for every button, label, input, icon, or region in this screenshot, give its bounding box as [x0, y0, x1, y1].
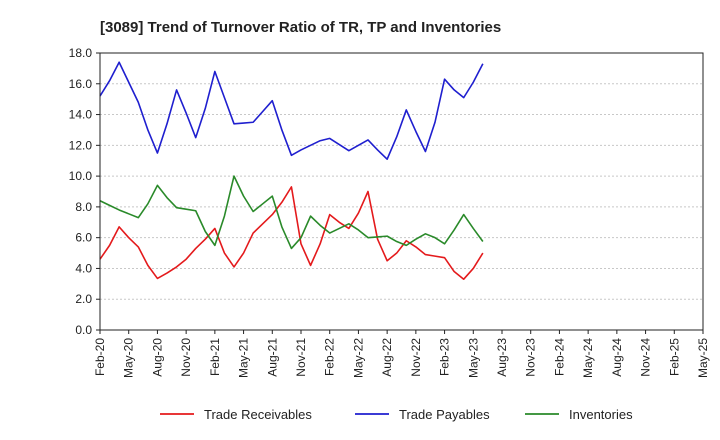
series-line-trade-receivables: [99, 186, 484, 281]
y-tick-label: 2.0: [75, 292, 92, 306]
y-tick-label: 14.0: [69, 108, 93, 122]
x-tick-label: Nov-22: [409, 338, 423, 377]
legend-label-trade-receivables: Trade Receivables: [204, 407, 312, 422]
y-tick-label: 16.0: [69, 77, 93, 91]
x-tick-label: Feb-20: [93, 338, 107, 376]
y-tick-label: 6.0: [75, 231, 92, 245]
x-tick-label: May-22: [351, 338, 365, 378]
y-axis-tick-labels: 0.0 2.0 4.0 6.0 8.0 10.0 12.0 14.0 16.0 18.0: [69, 46, 100, 337]
y-tick-label: 8.0: [75, 200, 92, 214]
x-tick-label: Nov-23: [524, 338, 538, 377]
x-tick-label: Aug-22: [380, 338, 394, 377]
legend-label-trade-payables: Trade Payables: [399, 407, 490, 422]
x-tick-label: Feb-22: [323, 338, 337, 376]
legend: Trade Receivables Trade Payables Inventori…: [160, 407, 633, 422]
x-tick-label: Aug-20: [150, 338, 164, 377]
x-tick-label: Feb-23: [438, 338, 452, 376]
x-tick-label: Feb-21: [208, 338, 222, 376]
y-tick-label: 4.0: [75, 261, 92, 275]
x-tick-label: Feb-24: [552, 338, 566, 376]
x-tick-label: May-23: [466, 338, 480, 378]
x-tick-label: May-24: [581, 338, 595, 378]
y-tick-label: 12.0: [69, 138, 93, 152]
x-tick-label: Nov-21: [294, 338, 308, 377]
series-lines: [99, 61, 484, 281]
x-tick-label: Nov-24: [639, 338, 653, 377]
y-tick-label: 10.0: [69, 169, 93, 183]
x-tick-label: May-25: [696, 338, 710, 378]
y-tick-label: 0.0: [75, 323, 92, 337]
legend-label-inventories: Inventories: [569, 407, 633, 422]
series-line-trade-payables: [99, 61, 484, 160]
chart-title: [3089] Trend of Turnover Ratio of TR, TP…: [100, 19, 501, 36]
x-tick-label: Aug-23: [495, 338, 509, 377]
x-axis-tick-labels: Feb-20 May-20 Aug-20 Nov-20 Feb-21 May-21 Aug-…: [93, 330, 710, 378]
plot-area-border: [99, 52, 704, 331]
x-tick-label: Feb-25: [667, 338, 681, 376]
series-line-inventories: [99, 175, 484, 250]
y-tick-label: 18.0: [69, 46, 93, 60]
x-tick-label: May-20: [122, 338, 136, 378]
grid-lines: [100, 83, 703, 300]
x-tick-label: Aug-24: [610, 338, 624, 377]
x-tick-label: Nov-20: [179, 338, 193, 377]
x-tick-label: May-21: [237, 338, 251, 378]
x-tick-label: Aug-21: [265, 338, 279, 377]
